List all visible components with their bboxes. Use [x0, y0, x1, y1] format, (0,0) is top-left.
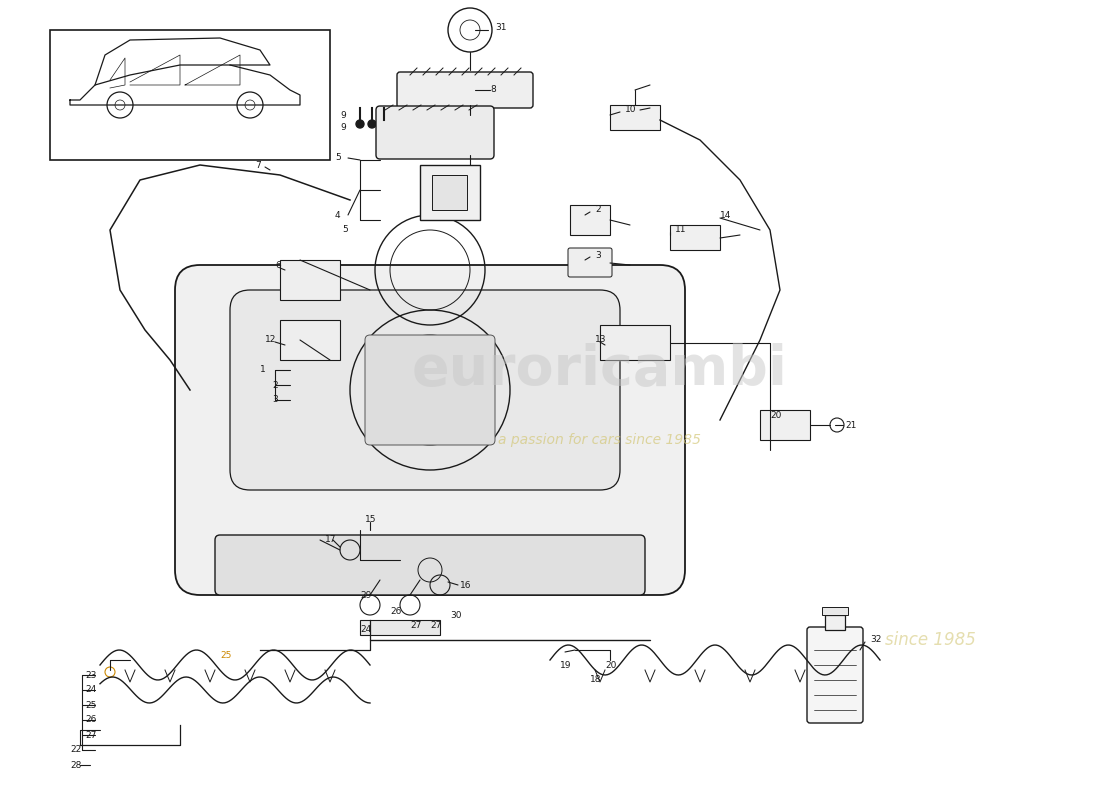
Bar — [360, 620, 440, 635]
Bar — [432, 175, 468, 210]
Text: 20: 20 — [605, 661, 616, 670]
Bar — [600, 325, 670, 360]
Bar — [280, 320, 340, 360]
Text: 19: 19 — [560, 661, 572, 670]
Text: 26: 26 — [390, 607, 402, 617]
Bar — [420, 165, 480, 220]
FancyBboxPatch shape — [807, 627, 864, 723]
Text: 2: 2 — [595, 206, 601, 214]
FancyBboxPatch shape — [568, 248, 612, 277]
Text: 9: 9 — [340, 110, 345, 119]
Text: 27: 27 — [430, 621, 441, 630]
Bar — [760, 410, 810, 440]
Text: 6: 6 — [275, 261, 280, 270]
Text: 24: 24 — [85, 686, 97, 694]
Text: 8: 8 — [490, 86, 496, 94]
Circle shape — [368, 120, 376, 128]
Bar — [570, 205, 611, 235]
Text: 28: 28 — [70, 761, 81, 770]
Text: 5: 5 — [336, 154, 341, 162]
Text: 3: 3 — [272, 395, 277, 405]
Text: 3: 3 — [595, 250, 601, 259]
Text: 27: 27 — [410, 621, 421, 630]
Text: 26: 26 — [85, 715, 97, 725]
Text: 25: 25 — [85, 701, 97, 710]
Bar — [610, 105, 660, 130]
FancyBboxPatch shape — [397, 72, 534, 108]
Text: 1: 1 — [260, 366, 266, 374]
Text: 4: 4 — [336, 210, 341, 219]
Bar — [50, 30, 330, 160]
FancyBboxPatch shape — [376, 106, 494, 159]
Text: a passion for cars since 1985: a passion for cars since 1985 — [498, 433, 702, 447]
Text: 10: 10 — [625, 106, 637, 114]
Text: 7: 7 — [255, 161, 261, 170]
Text: euroricambi: euroricambi — [412, 343, 788, 397]
Text: 22: 22 — [70, 746, 81, 754]
Text: 32: 32 — [870, 635, 881, 645]
Bar — [825, 615, 845, 630]
Bar — [670, 225, 720, 250]
Text: 15: 15 — [365, 515, 376, 525]
Text: 9: 9 — [340, 123, 345, 133]
FancyBboxPatch shape — [214, 535, 645, 595]
Text: 20: 20 — [770, 410, 781, 419]
Text: 25: 25 — [220, 650, 231, 659]
Bar — [822, 607, 848, 615]
Text: 30: 30 — [450, 610, 462, 619]
FancyBboxPatch shape — [230, 290, 620, 490]
Text: 18: 18 — [590, 675, 602, 685]
Text: 16: 16 — [460, 581, 472, 590]
Text: 31: 31 — [495, 23, 506, 33]
Text: 21: 21 — [845, 421, 857, 430]
FancyBboxPatch shape — [365, 335, 495, 445]
Text: 29: 29 — [360, 590, 372, 599]
Text: 11: 11 — [675, 226, 686, 234]
Text: 27: 27 — [85, 730, 97, 739]
Circle shape — [379, 120, 388, 128]
Text: 24: 24 — [360, 626, 372, 634]
Text: 2: 2 — [272, 381, 277, 390]
Text: since 1985: since 1985 — [884, 631, 976, 649]
FancyBboxPatch shape — [175, 265, 685, 595]
Text: 14: 14 — [720, 210, 732, 219]
Text: 23: 23 — [85, 670, 97, 679]
Text: 5: 5 — [342, 226, 348, 234]
Bar — [280, 260, 340, 300]
Text: 12: 12 — [265, 335, 276, 345]
Text: 13: 13 — [595, 335, 606, 345]
Circle shape — [356, 120, 364, 128]
Text: 17: 17 — [324, 535, 337, 545]
